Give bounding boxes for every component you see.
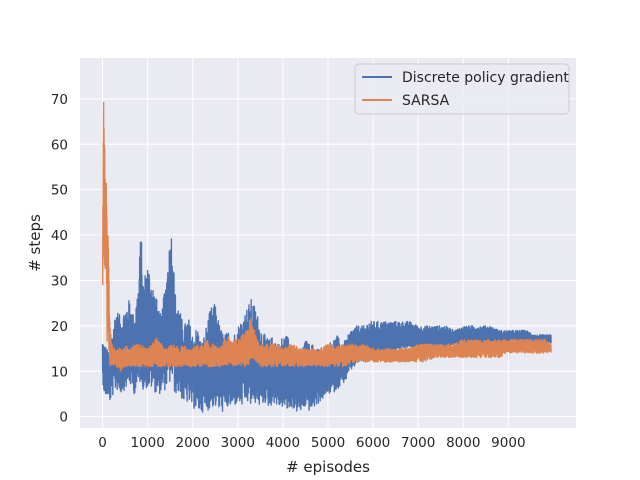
x-tick-label: 0 — [98, 435, 107, 451]
y-tick-label: 10 — [51, 364, 68, 380]
y-tick-label: 40 — [51, 228, 68, 244]
x-tick-label: 2000 — [176, 435, 210, 451]
x-tick-label: 9000 — [491, 435, 525, 451]
x-tick-label: 3000 — [221, 435, 255, 451]
legend: Discrete policy gradient SARSA — [354, 63, 570, 115]
y-tick-label: 60 — [51, 137, 68, 153]
y-tick-label: 50 — [51, 183, 68, 199]
x-tick-label: 5000 — [311, 435, 345, 451]
legend-box — [354, 63, 570, 115]
x-tick-label: 7000 — [401, 435, 435, 451]
y-tick-label: 20 — [51, 319, 68, 335]
x-tick-label: 1000 — [130, 435, 164, 451]
x-tick-label: 4000 — [266, 435, 300, 451]
grid-lines — [80, 58, 576, 428]
x-tick-label: 8000 — [446, 435, 480, 451]
y-axis-label: # steps — [26, 214, 44, 272]
series-line — [101, 101, 552, 372]
tick-labels: 0 1000 2000 3000 4000 5000 6000 7000 8000 9000 0 10… — [51, 92, 526, 451]
legend-label: Discrete policy gradient — [402, 70, 569, 86]
x-tick-label: 6000 — [356, 435, 390, 451]
x-axis-label: # episodes — [286, 458, 370, 476]
y-tick-label: 70 — [51, 92, 68, 108]
y-tick-label: 0 — [59, 410, 68, 426]
y-tick-label: 30 — [51, 273, 68, 289]
legend-label: SARSA — [402, 93, 450, 109]
series-layer — [101, 101, 552, 413]
